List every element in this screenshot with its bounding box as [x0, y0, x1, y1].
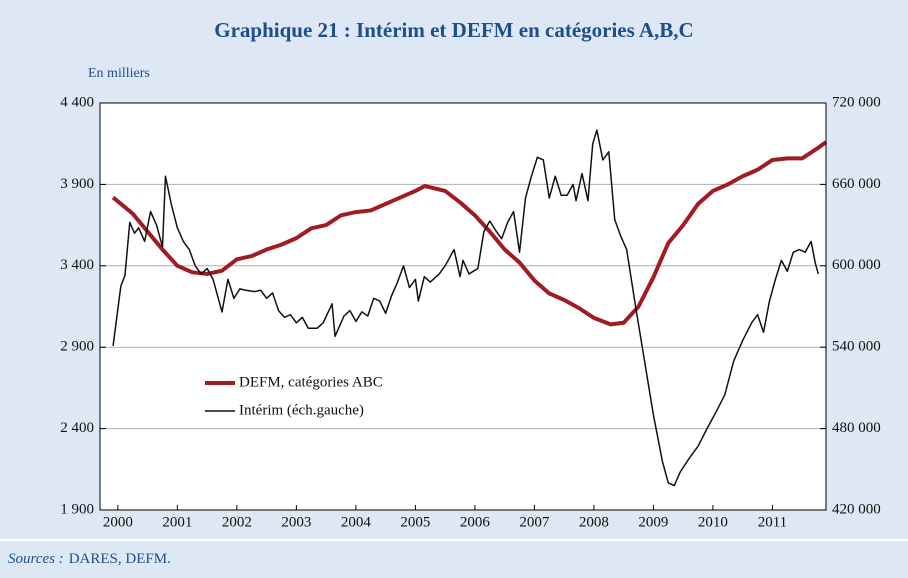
y2-tick-label: 660 000	[832, 176, 881, 192]
legend-label: DEFM, catégories ABC	[239, 374, 383, 390]
y2-tick-label: 720 000	[832, 94, 881, 110]
x-tick-label: 2005	[400, 514, 430, 530]
y-tick-label: 2 400	[60, 420, 94, 436]
x-tick-label: 2002	[222, 514, 252, 530]
series-line	[111, 140, 828, 327]
y-tick-label: 2 900	[60, 339, 94, 355]
source-text: DARES, DEFM.	[69, 551, 171, 567]
y2-tick-label: 540 000	[832, 339, 881, 355]
y-tick-label: 3 900	[60, 176, 94, 192]
y-tick-label: 4 400	[60, 94, 94, 110]
legend-label: Intérim (éch.gauche)	[239, 402, 364, 418]
y2-tick-label: 420 000	[832, 501, 881, 517]
series-line	[112, 129, 819, 487]
plot-border	[99, 102, 827, 511]
x-tick-label: 2001	[162, 514, 192, 530]
y2-tick-label: 600 000	[832, 257, 881, 273]
y-tick-label: 3 400	[60, 257, 94, 273]
x-tick-label: 2004	[341, 514, 372, 530]
x-tick-label: 2003	[281, 514, 311, 530]
source: Sources : DARES, DEFM.	[8, 551, 171, 567]
unit-label: En milliers	[88, 66, 150, 81]
chart-title: Graphique 21 : Intérim et DEFM en catégo…	[214, 18, 693, 42]
x-tick-label: 2000	[103, 514, 133, 530]
x-tick-label: 2007	[519, 514, 550, 530]
plot-area	[100, 103, 826, 510]
x-tick-label: 2009	[638, 514, 668, 530]
y-tick-label: 1 900	[60, 501, 94, 517]
x-tick-label: 2011	[758, 514, 787, 530]
y2-tick-label: 480 000	[832, 420, 881, 436]
x-tick-label: 2006	[460, 514, 491, 530]
source-label: Sources :	[8, 551, 64, 567]
x-tick-label: 2008	[579, 514, 609, 530]
x-tick-label: 2010	[698, 514, 728, 530]
